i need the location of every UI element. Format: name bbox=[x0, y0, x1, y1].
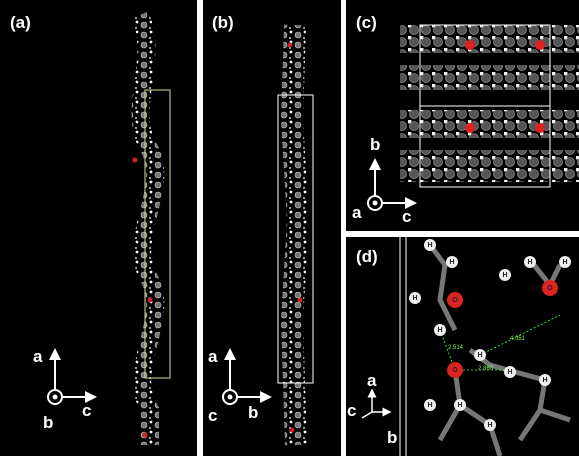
distance-label: 4.051 bbox=[510, 336, 526, 342]
atom-label: O bbox=[547, 285, 553, 292]
panel-c: (c) b a c bbox=[346, 0, 579, 231]
axis-label: a bbox=[352, 203, 362, 222]
axis-label: a bbox=[208, 347, 218, 366]
panel-a: (a) a b c bbox=[0, 0, 197, 456]
panel-label: (d) bbox=[356, 247, 378, 266]
atom-label: O bbox=[452, 367, 458, 374]
atom-label: H bbox=[542, 377, 547, 384]
axis-label: b bbox=[248, 403, 258, 422]
atom-label: H bbox=[437, 327, 442, 334]
atom-label: H bbox=[562, 259, 567, 266]
axis-label: c bbox=[208, 406, 217, 425]
atom-label: H bbox=[412, 295, 417, 302]
distance-label: 2.860 bbox=[478, 366, 494, 372]
panel-d: 2.514 4.051 2.860 H H H H O H H H O H H O H H H H (d) a… bbox=[346, 237, 579, 456]
atom-label: H bbox=[527, 259, 532, 266]
panel-label: (b) bbox=[212, 13, 234, 32]
axis-label: b bbox=[43, 413, 53, 432]
atom-label: H bbox=[502, 272, 507, 279]
atom-label: H bbox=[477, 352, 482, 359]
atom-label: H bbox=[487, 422, 492, 429]
panel-label: (a) bbox=[10, 13, 31, 32]
axis-label: a bbox=[367, 371, 377, 390]
axis-label: c bbox=[402, 207, 411, 226]
axis-label: c bbox=[347, 401, 356, 420]
atom-label: H bbox=[427, 242, 432, 249]
axis-label: b bbox=[387, 428, 397, 447]
atom-label: H bbox=[427, 402, 432, 409]
atom-label: H bbox=[457, 402, 462, 409]
axis-label: b bbox=[370, 135, 380, 154]
atom-label: H bbox=[449, 259, 454, 266]
axis-label: a bbox=[33, 347, 43, 366]
distance-label: 2.514 bbox=[448, 345, 464, 351]
atom-label: H bbox=[507, 369, 512, 376]
panel-b: (b) a c b bbox=[203, 0, 341, 456]
atom-label: O bbox=[452, 297, 458, 304]
panel-label: (c) bbox=[356, 13, 377, 32]
figure: (a) a b c (b) a c b (c) b a bbox=[0, 0, 579, 456]
axis-label: c bbox=[82, 401, 91, 420]
